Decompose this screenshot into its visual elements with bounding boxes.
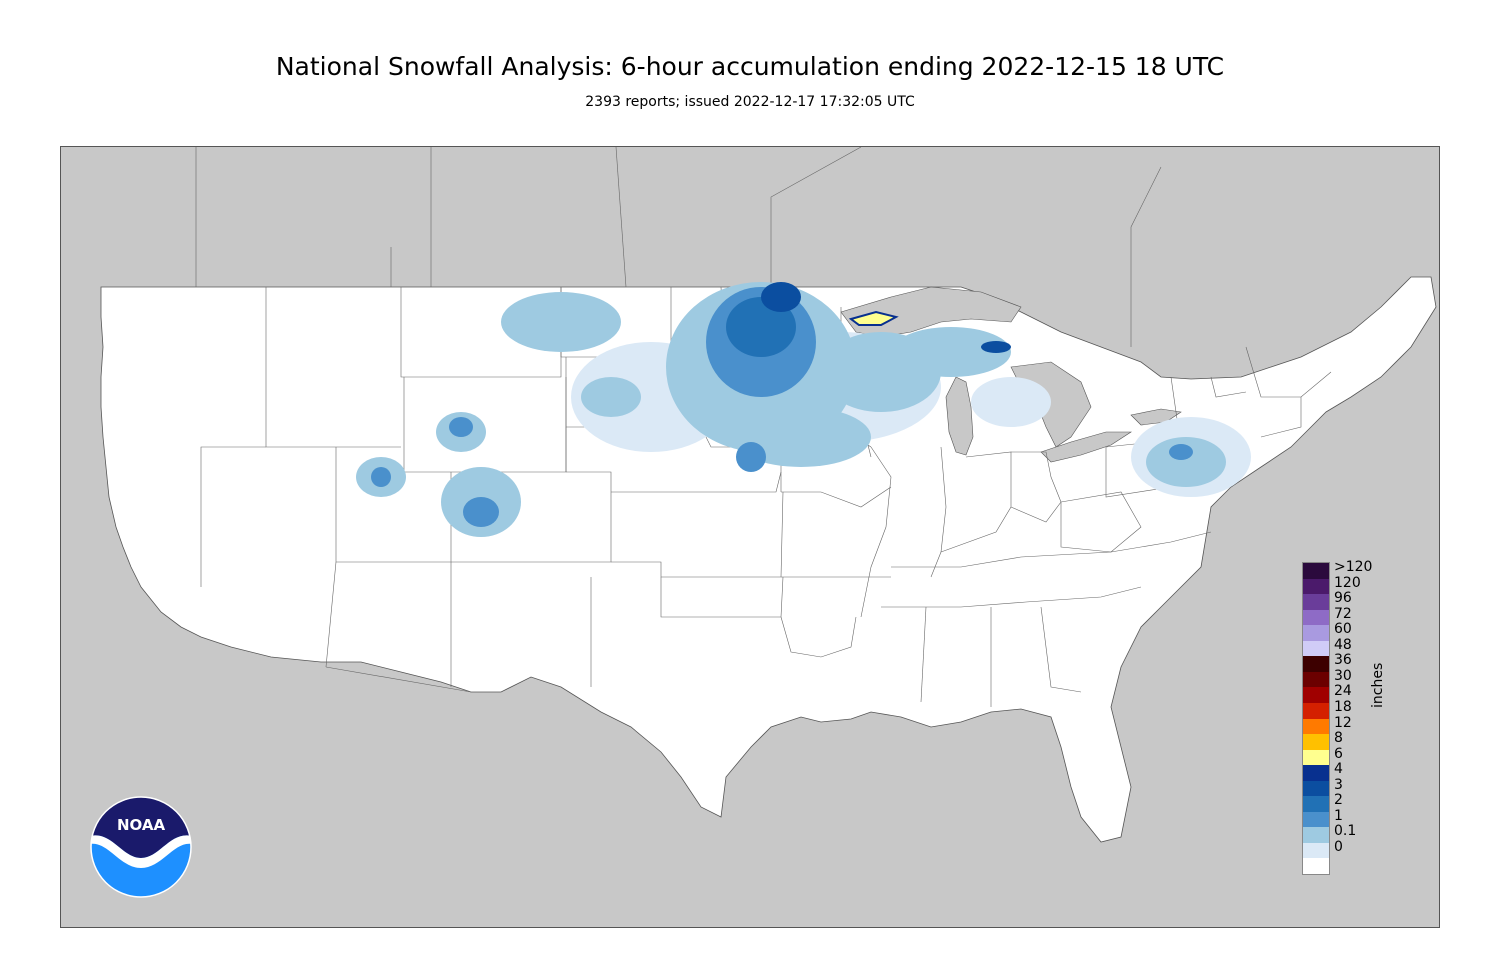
colorbar-tick-label: 4 [1334,761,1343,778]
colorbar-swatch [1303,578,1329,595]
colorbar-tick-label: 18 [1334,698,1352,715]
colorbar-tick-label: 6 [1334,745,1343,762]
map-canvas [100,147,1437,843]
map-subtitle: 2393 reports; issued 2022-12-17 17:32:05… [585,94,915,110]
colorbar-swatch [1303,842,1329,859]
colorbar-swatch [1303,702,1329,719]
colorbar-tick-label: 8 [1334,730,1343,747]
colorbar-swatch [1303,718,1329,735]
colorbar-tick-label: 60 [1334,621,1352,638]
colorbar-tick-label: 120 [1334,574,1361,591]
colorbar-swatch [1303,671,1329,688]
colorbar-tick-label: 30 [1334,667,1352,684]
colorbar-swatch [1303,640,1329,657]
colorbar-swatch [1303,780,1329,797]
colorbar-unit-label: inches [1370,662,1386,708]
colorbar-tick-label: 2 [1334,792,1343,809]
colorbar-tick-label: 0.1 [1334,823,1357,840]
colorbar-swatch [1303,594,1329,611]
colorbar-tick-label: 0 [1334,838,1343,855]
colorbar-swatch [1303,563,1329,580]
colorbar [1302,562,1330,875]
noaa-logo: NOAA [90,796,192,898]
colorbar-swatch [1303,687,1329,704]
lake-ontario [1130,408,1182,426]
colorbar-tick-label: 24 [1334,683,1352,700]
colorbar-tick-label: >120 [1334,559,1373,575]
colorbar-swatch [1303,827,1329,844]
us-land [100,276,1437,843]
colorbar-tick-label: 96 [1334,590,1352,607]
colorbar-tick-label: 3 [1334,776,1343,793]
map-title: National Snowfall Analysis: 6-hour accum… [275,52,1225,81]
colorbar-swatch [1303,749,1329,766]
colorbar-tick-label: 48 [1334,636,1352,653]
colorbar-swatch [1303,765,1329,782]
lake-erie [1040,431,1133,463]
colorbar-swatch [1303,858,1329,875]
colorbar-swatch [1303,656,1329,673]
lake-michigan [945,376,974,456]
colorbar-swatch [1303,625,1329,642]
snowfall-map [60,146,1440,928]
colorbar-tick-label: 72 [1334,605,1352,622]
colorbar-swatch [1303,796,1329,813]
colorbar-swatch [1303,609,1329,626]
colorbar-swatch [1303,734,1329,751]
noaa-logo-text: NOAA [117,816,166,834]
colorbar-swatch [1303,811,1329,828]
snowfall-shading [356,282,1251,537]
colorbar-tick-label: 12 [1334,714,1352,731]
colorbar-tick-label: 36 [1334,652,1352,669]
snow-max-6in [848,310,899,326]
colorbar-tick-label: 1 [1334,807,1343,824]
